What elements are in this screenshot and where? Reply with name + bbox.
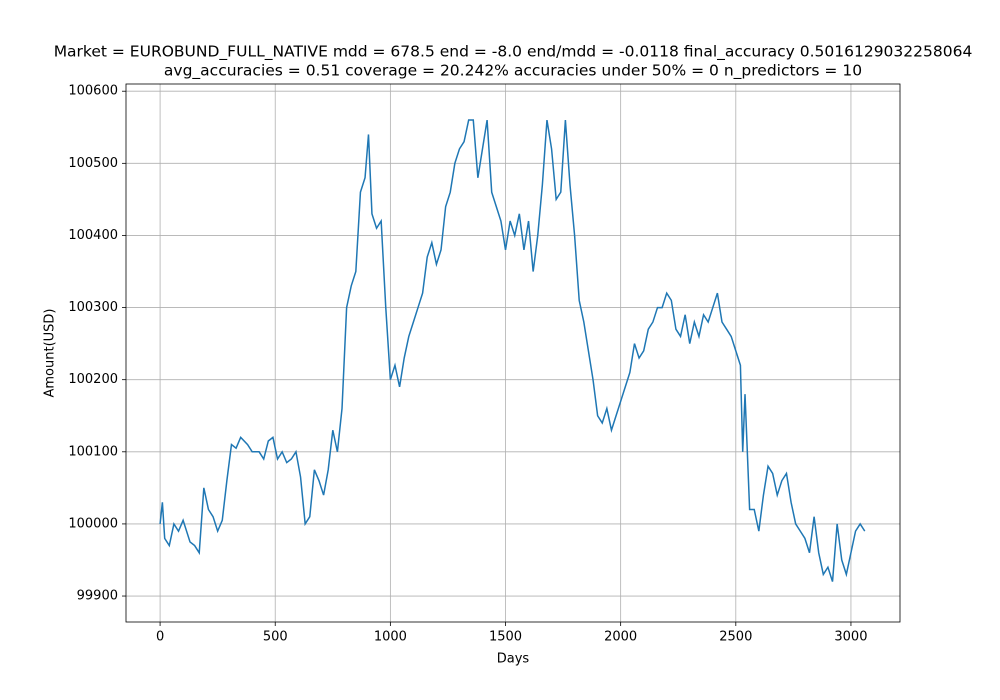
y-tick-label: 100600 (68, 84, 118, 99)
x-tick-label: 2500 (719, 630, 752, 645)
x-tick-label: 1000 (374, 630, 407, 645)
y-tick-label: 99900 (77, 589, 118, 604)
y-tick-label: 100300 (68, 300, 118, 315)
y-tick-label: 100000 (68, 516, 118, 531)
y-tick-label: 100100 (68, 444, 118, 459)
plot-frame (125, 83, 901, 623)
y-tick-label: 100500 (68, 156, 118, 171)
y-axis-label: Amount(USD) (43, 308, 58, 397)
chart-title: Market = EUROBUND_FULL_NATIVE mdd = 678.… (54, 43, 973, 62)
y-tick-label: 100400 (68, 228, 118, 243)
x-tick-label: 2000 (604, 630, 637, 645)
x-tick-label: 1500 (489, 630, 522, 645)
x-tick-label: 500 (263, 630, 288, 645)
y-tick-label: 100200 (68, 372, 118, 387)
x-tick-label: 0 (156, 630, 164, 645)
chart-title: avg_accuracies = 0.51 coverage = 20.242%… (164, 62, 862, 81)
x-tick-label: 3000 (834, 630, 867, 645)
x-axis-label: Days (497, 652, 530, 667)
data-line (159, 119, 866, 582)
